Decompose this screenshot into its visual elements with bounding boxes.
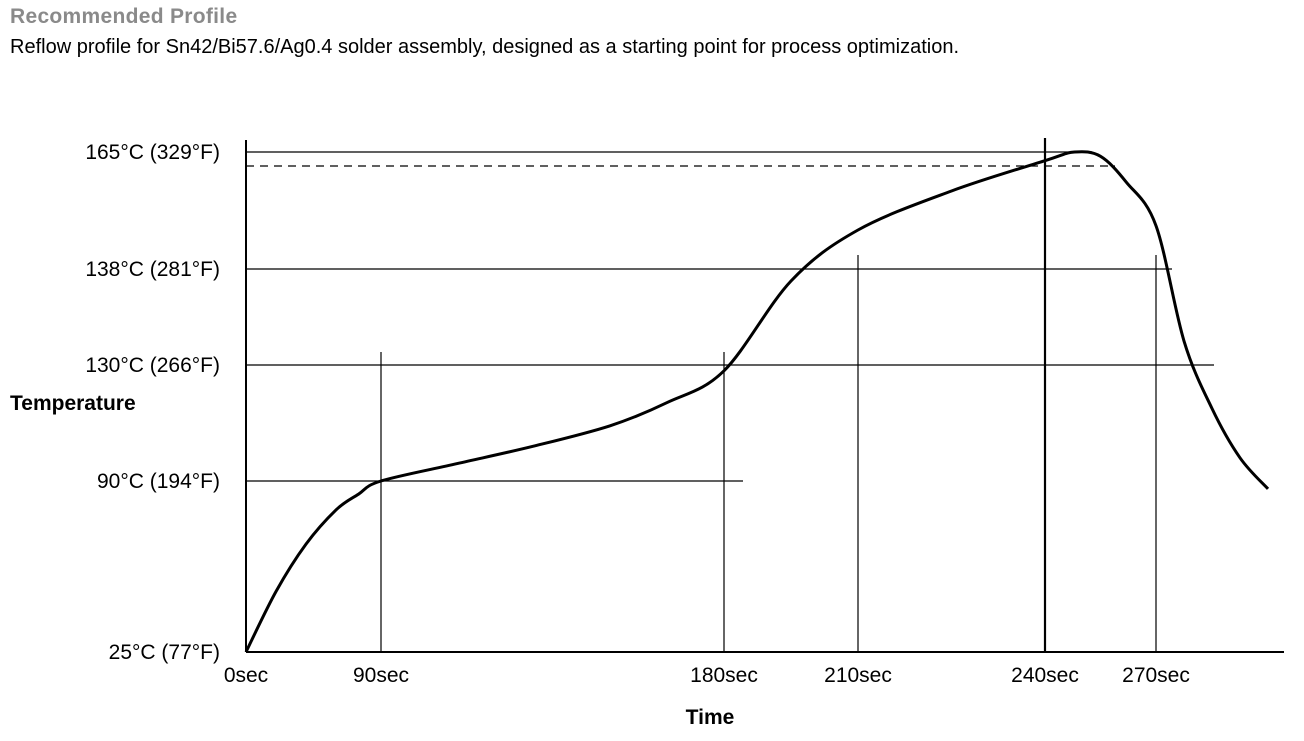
x-tick-label: 210sec <box>824 664 892 687</box>
x-tick-label: 0sec <box>224 664 268 687</box>
temperature-curve-group <box>244 150 1270 653</box>
x-tick-label: 180sec <box>690 664 758 687</box>
y-tick-label: 130°C (266°F) <box>85 354 220 377</box>
y-tick-label: 138°C (281°F) <box>85 258 220 281</box>
y-tick-label: 25°C (77°F) <box>109 641 220 664</box>
section-heading: Recommended Profile <box>10 5 238 28</box>
profile-description: Reflow profile for Sn42/Bi57.6/Ag0.4 sol… <box>10 36 960 58</box>
y-tick-label: 90°C (194°F) <box>97 470 220 493</box>
reference-lines <box>246 138 1214 652</box>
x-tick-labels: 0sec 90sec 180sec 210sec 240sec 270sec <box>224 664 1190 687</box>
temperature-curve <box>244 150 1270 653</box>
y-axis-title: Temperature <box>10 392 136 415</box>
x-tick-label: 240sec <box>1011 664 1079 687</box>
x-axis-title: Time <box>686 706 735 729</box>
x-tick-label: 90sec <box>353 664 409 687</box>
y-tick-labels: 25°C (77°F) 90°C (194°F) 130°C (266°F) 138°… <box>85 141 220 664</box>
x-tick-label: 270sec <box>1122 664 1190 687</box>
y-tick-label: 165°C (329°F) <box>85 141 220 164</box>
chart-axes <box>245 140 1284 653</box>
